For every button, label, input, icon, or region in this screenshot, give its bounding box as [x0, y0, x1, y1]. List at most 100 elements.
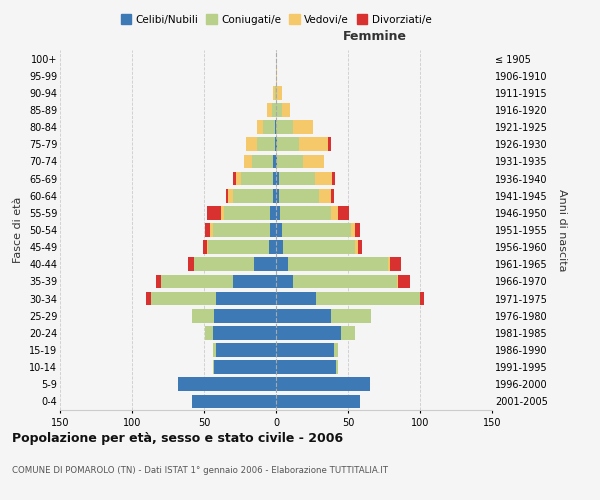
- Bar: [161, 274, 233, 288]
- Bar: [254, 258, 276, 271]
- Bar: [276, 69, 277, 82]
- Bar: [351, 223, 355, 237]
- Text: Popolazione per età, sesso e stato civile - 2006: Popolazione per età, sesso e stato civil…: [12, 432, 343, 445]
- Bar: [277, 86, 282, 100]
- Bar: [282, 103, 290, 117]
- Bar: [270, 223, 276, 237]
- Bar: [276, 309, 331, 322]
- Bar: [233, 274, 276, 288]
- Bar: [246, 138, 257, 151]
- Bar: [279, 172, 315, 185]
- Bar: [269, 240, 276, 254]
- Bar: [341, 326, 355, 340]
- Bar: [273, 86, 275, 100]
- Bar: [276, 172, 279, 185]
- Bar: [293, 120, 313, 134]
- Bar: [207, 206, 221, 220]
- Bar: [276, 274, 293, 288]
- Bar: [212, 343, 215, 357]
- Bar: [251, 154, 273, 168]
- Bar: [388, 258, 390, 271]
- Bar: [215, 343, 276, 357]
- Bar: [233, 189, 273, 202]
- Bar: [257, 120, 263, 134]
- Bar: [241, 172, 273, 185]
- Bar: [275, 138, 276, 151]
- Bar: [304, 154, 323, 168]
- Bar: [338, 206, 349, 220]
- Bar: [337, 360, 338, 374]
- Bar: [233, 172, 236, 185]
- Bar: [244, 154, 251, 168]
- Bar: [276, 206, 280, 220]
- Legend: Celibi/Nubili, Coniugati/e, Vedovi/e, Divorziati/e: Celibi/Nubili, Coniugati/e, Vedovi/e, Di…: [116, 10, 436, 29]
- Bar: [358, 240, 362, 254]
- Bar: [273, 172, 276, 185]
- Bar: [268, 103, 272, 117]
- Bar: [208, 240, 269, 254]
- Bar: [397, 274, 398, 288]
- Bar: [205, 223, 210, 237]
- Bar: [276, 189, 279, 202]
- Bar: [215, 292, 276, 306]
- Bar: [276, 240, 283, 254]
- Bar: [212, 326, 276, 340]
- Bar: [203, 240, 207, 254]
- Bar: [420, 292, 424, 306]
- Bar: [276, 154, 277, 168]
- Bar: [275, 120, 276, 134]
- Bar: [390, 258, 401, 271]
- Bar: [273, 154, 276, 168]
- Bar: [276, 292, 316, 306]
- Bar: [276, 378, 370, 391]
- Bar: [331, 309, 371, 322]
- Bar: [316, 292, 420, 306]
- Bar: [226, 189, 229, 202]
- Bar: [355, 223, 359, 237]
- Bar: [210, 223, 212, 237]
- Bar: [283, 240, 355, 254]
- Bar: [276, 86, 277, 100]
- Bar: [276, 394, 359, 408]
- Bar: [276, 326, 341, 340]
- Bar: [315, 172, 332, 185]
- Bar: [332, 172, 335, 185]
- Bar: [214, 309, 276, 322]
- Bar: [270, 206, 276, 220]
- Bar: [178, 378, 276, 391]
- Bar: [212, 223, 270, 237]
- Bar: [276, 120, 293, 134]
- Bar: [276, 258, 287, 271]
- Bar: [207, 240, 208, 254]
- Bar: [287, 258, 388, 271]
- Y-axis label: Anni di nascita: Anni di nascita: [557, 188, 567, 271]
- Bar: [224, 206, 270, 220]
- Bar: [194, 258, 254, 271]
- Bar: [229, 189, 233, 202]
- Bar: [273, 189, 276, 202]
- Bar: [272, 103, 276, 117]
- Bar: [146, 292, 151, 306]
- Y-axis label: Fasce di età: Fasce di età: [13, 197, 23, 263]
- Bar: [276, 360, 337, 374]
- Bar: [257, 138, 275, 151]
- Bar: [214, 360, 276, 374]
- Bar: [276, 223, 282, 237]
- Bar: [331, 206, 338, 220]
- Text: COMUNE DI POMAROLO (TN) - Dati ISTAT 1° gennaio 2006 - Elaborazione TUTTITALIA.I: COMUNE DI POMAROLO (TN) - Dati ISTAT 1° …: [12, 466, 388, 475]
- Bar: [293, 274, 397, 288]
- Bar: [398, 274, 410, 288]
- Bar: [212, 360, 214, 374]
- Bar: [188, 258, 194, 271]
- Bar: [221, 206, 224, 220]
- Bar: [277, 154, 304, 168]
- Text: Femmine: Femmine: [343, 30, 407, 43]
- Bar: [157, 274, 161, 288]
- Bar: [282, 223, 351, 237]
- Bar: [279, 189, 319, 202]
- Bar: [276, 343, 334, 357]
- Bar: [276, 138, 277, 151]
- Bar: [263, 120, 275, 134]
- Bar: [319, 189, 331, 202]
- Bar: [276, 103, 282, 117]
